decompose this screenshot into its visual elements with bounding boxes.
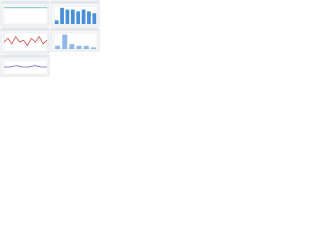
page: {"chart_data": [ {"type": "line", "color… [0, 0, 100, 85]
dashboard [0, 0, 100, 77]
bar [81, 9, 86, 24]
bar [70, 9, 75, 24]
panel-header [1, 1, 49, 4]
bar [87, 11, 91, 24]
bar [92, 13, 97, 24]
plot-area [53, 32, 98, 50]
panel-header [1, 55, 49, 58]
bar [76, 11, 81, 24]
bar [62, 34, 68, 49]
bar [76, 45, 82, 49]
line-series [4, 65, 47, 68]
plot-area [53, 5, 98, 25]
panel-header [1, 28, 49, 31]
bar [83, 45, 89, 49]
panel-header [51, 1, 99, 4]
bar [90, 47, 96, 49]
bar [69, 44, 75, 49]
bar [60, 7, 64, 25]
plot-area [3, 5, 48, 25]
bar [54, 20, 59, 24]
bar [65, 9, 70, 24]
line-series [3, 35, 48, 47]
bar [55, 45, 61, 49]
panel-header [51, 28, 99, 31]
